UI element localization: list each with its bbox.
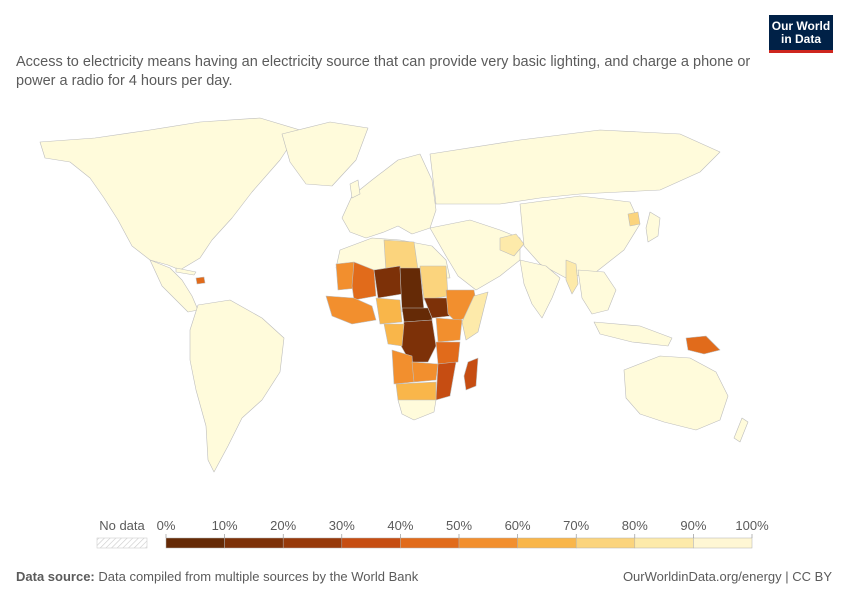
country-japan[interactable] xyxy=(645,211,661,243)
country-china[interactable] xyxy=(519,195,641,279)
country-europe[interactable] xyxy=(341,153,437,239)
logo-line2: in Data xyxy=(780,32,821,46)
country-west-africa[interactable] xyxy=(325,295,377,325)
country-car[interactable] xyxy=(401,307,433,323)
country-nigeria[interactable] xyxy=(375,297,403,325)
legend-tick-label: 30% xyxy=(329,518,355,533)
country-uk[interactable] xyxy=(349,179,361,199)
country-chad[interactable] xyxy=(399,267,425,313)
legend-tick-label: 20% xyxy=(270,518,296,533)
country-myanmar[interactable] xyxy=(565,259,579,295)
country-libya[interactable] xyxy=(383,239,419,273)
legend-no-data-label: No data xyxy=(99,518,145,533)
country-southeast-asia[interactable] xyxy=(577,269,617,315)
country-south-africa[interactable] xyxy=(397,399,437,421)
legend-tick-label: 60% xyxy=(505,518,531,533)
country-somalia[interactable] xyxy=(461,291,489,341)
legend-bin-5[interactable] xyxy=(458,537,518,549)
country-afghanistan[interactable] xyxy=(499,233,525,257)
country-india[interactable] xyxy=(519,259,561,319)
legend-bin-3[interactable] xyxy=(341,537,401,549)
legend-tick-label: 0% xyxy=(157,518,176,533)
logo-accent-bar xyxy=(769,50,833,53)
owid-logo[interactable]: Our World in Data xyxy=(769,15,833,53)
country-papua-new-guinea[interactable] xyxy=(685,335,721,355)
country-new-zealand[interactable] xyxy=(733,417,749,443)
country-north-america[interactable] xyxy=(39,117,301,271)
country-cuba[interactable] xyxy=(175,267,197,276)
map-legend: No data 0% 10% 20% 30% 40% 50% 60% 70% 80% 90% 100… xyxy=(96,518,769,549)
country-sudan[interactable] xyxy=(419,265,449,301)
legend-no-data-swatch xyxy=(96,537,148,549)
logo-line1: Our World xyxy=(771,19,831,33)
legend-bin-8[interactable] xyxy=(634,537,694,549)
legend-bin-9[interactable] xyxy=(693,537,753,549)
country-indonesia[interactable] xyxy=(593,321,673,347)
chart-subtitle: Access to electricity means having an el… xyxy=(16,54,751,89)
country-niger[interactable] xyxy=(373,265,403,299)
country-kenya[interactable] xyxy=(435,317,463,343)
legend-bin-7[interactable] xyxy=(575,537,636,549)
footer-source-label: Data source: xyxy=(16,569,95,584)
country-madagascar[interactable] xyxy=(463,357,479,391)
footer-source: Data source: Data compiled from multiple… xyxy=(16,569,418,584)
country-middle-east[interactable] xyxy=(429,219,521,291)
footer-source-text: Data compiled from multiple sources by t… xyxy=(98,569,419,584)
legend-bin-6[interactable] xyxy=(517,537,577,549)
legend-bin-1[interactable] xyxy=(224,537,284,549)
legend-tick-label: 50% xyxy=(446,518,472,533)
legend-tick-label: 40% xyxy=(387,518,413,533)
legend-tick-label: 90% xyxy=(680,518,706,533)
legend-bin-2[interactable] xyxy=(282,537,343,549)
country-south-america[interactable] xyxy=(189,299,285,473)
world-map[interactable] xyxy=(0,100,850,510)
legend-tick-label: 80% xyxy=(622,518,648,533)
country-zambia[interactable] xyxy=(411,361,439,383)
country-north-korea[interactable] xyxy=(627,211,641,227)
country-tanzania[interactable] xyxy=(435,341,461,365)
legend-bin-0[interactable] xyxy=(165,537,225,549)
legend-tick-label: 100% xyxy=(735,518,769,533)
country-congo[interactable] xyxy=(383,323,405,347)
legend-bin-4[interactable] xyxy=(400,537,460,549)
country-mali[interactable] xyxy=(351,261,377,301)
footer-credit-link[interactable]: OurWorldinData.org/energy | CC BY xyxy=(622,569,832,584)
country-greenland[interactable] xyxy=(281,121,369,187)
country-russia[interactable] xyxy=(429,129,721,205)
country-australia[interactable] xyxy=(623,355,729,431)
country-mozambique[interactable] xyxy=(435,361,457,401)
country-haiti[interactable] xyxy=(195,276,206,285)
legend-tick-label: 70% xyxy=(563,518,589,533)
legend-tick-label: 10% xyxy=(212,518,238,533)
